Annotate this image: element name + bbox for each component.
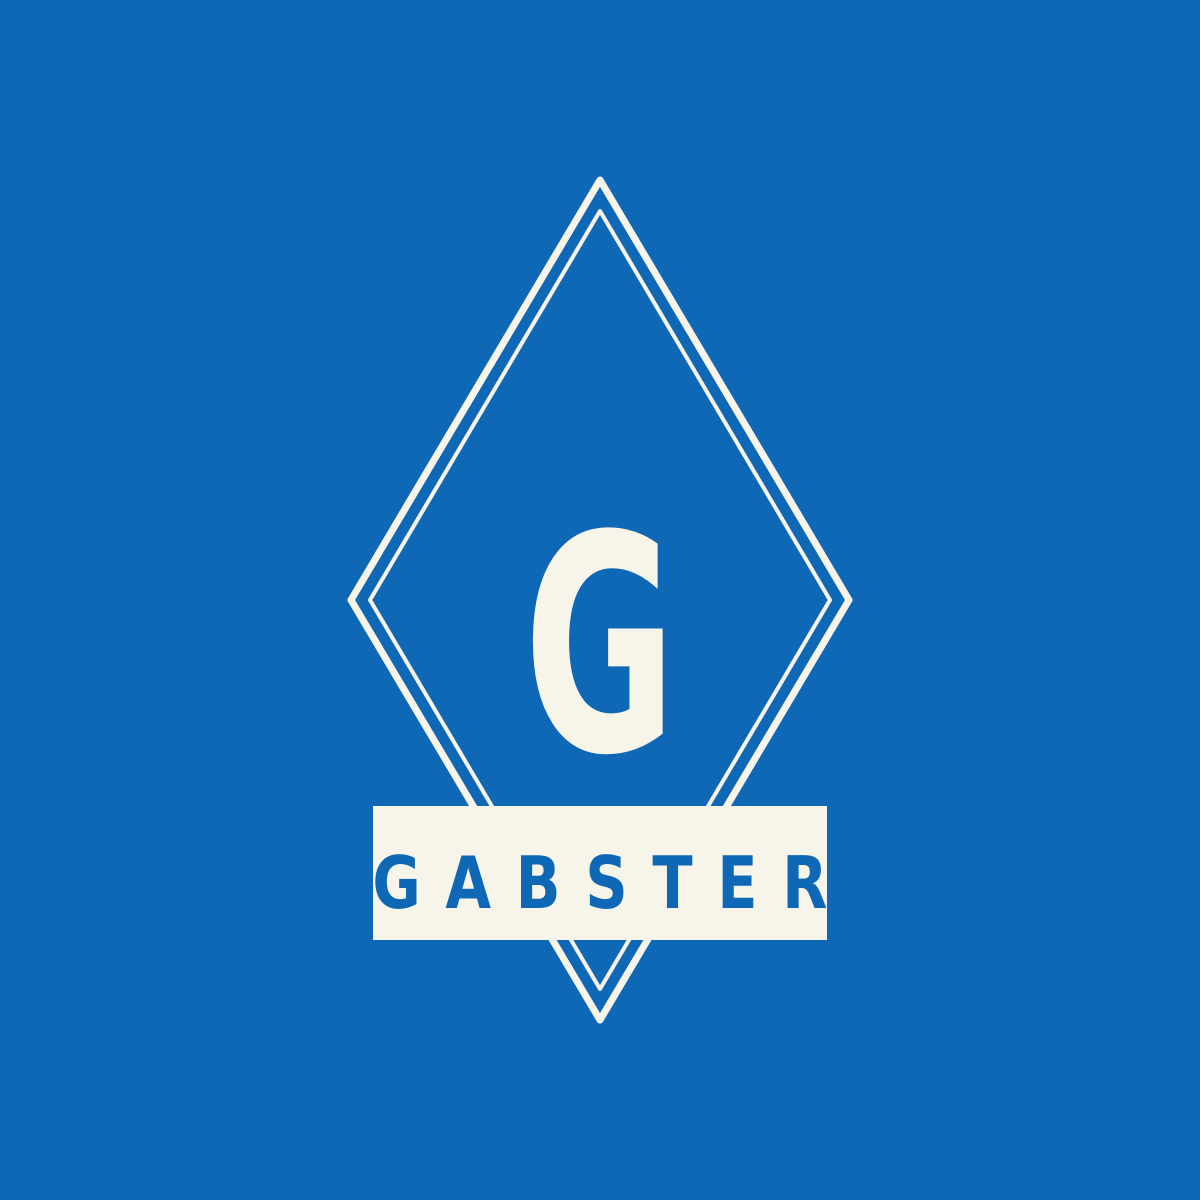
outer-diamond [347, 176, 853, 1024]
double-diamond-icon [347, 176, 853, 1024]
wordmark-banner: GABSTER [372, 806, 852, 940]
monogram-letter: G [524, 471, 677, 821]
banner-background [373, 806, 827, 940]
brand-name: GABSTER [372, 841, 852, 925]
inner-diamond [368, 209, 832, 991]
